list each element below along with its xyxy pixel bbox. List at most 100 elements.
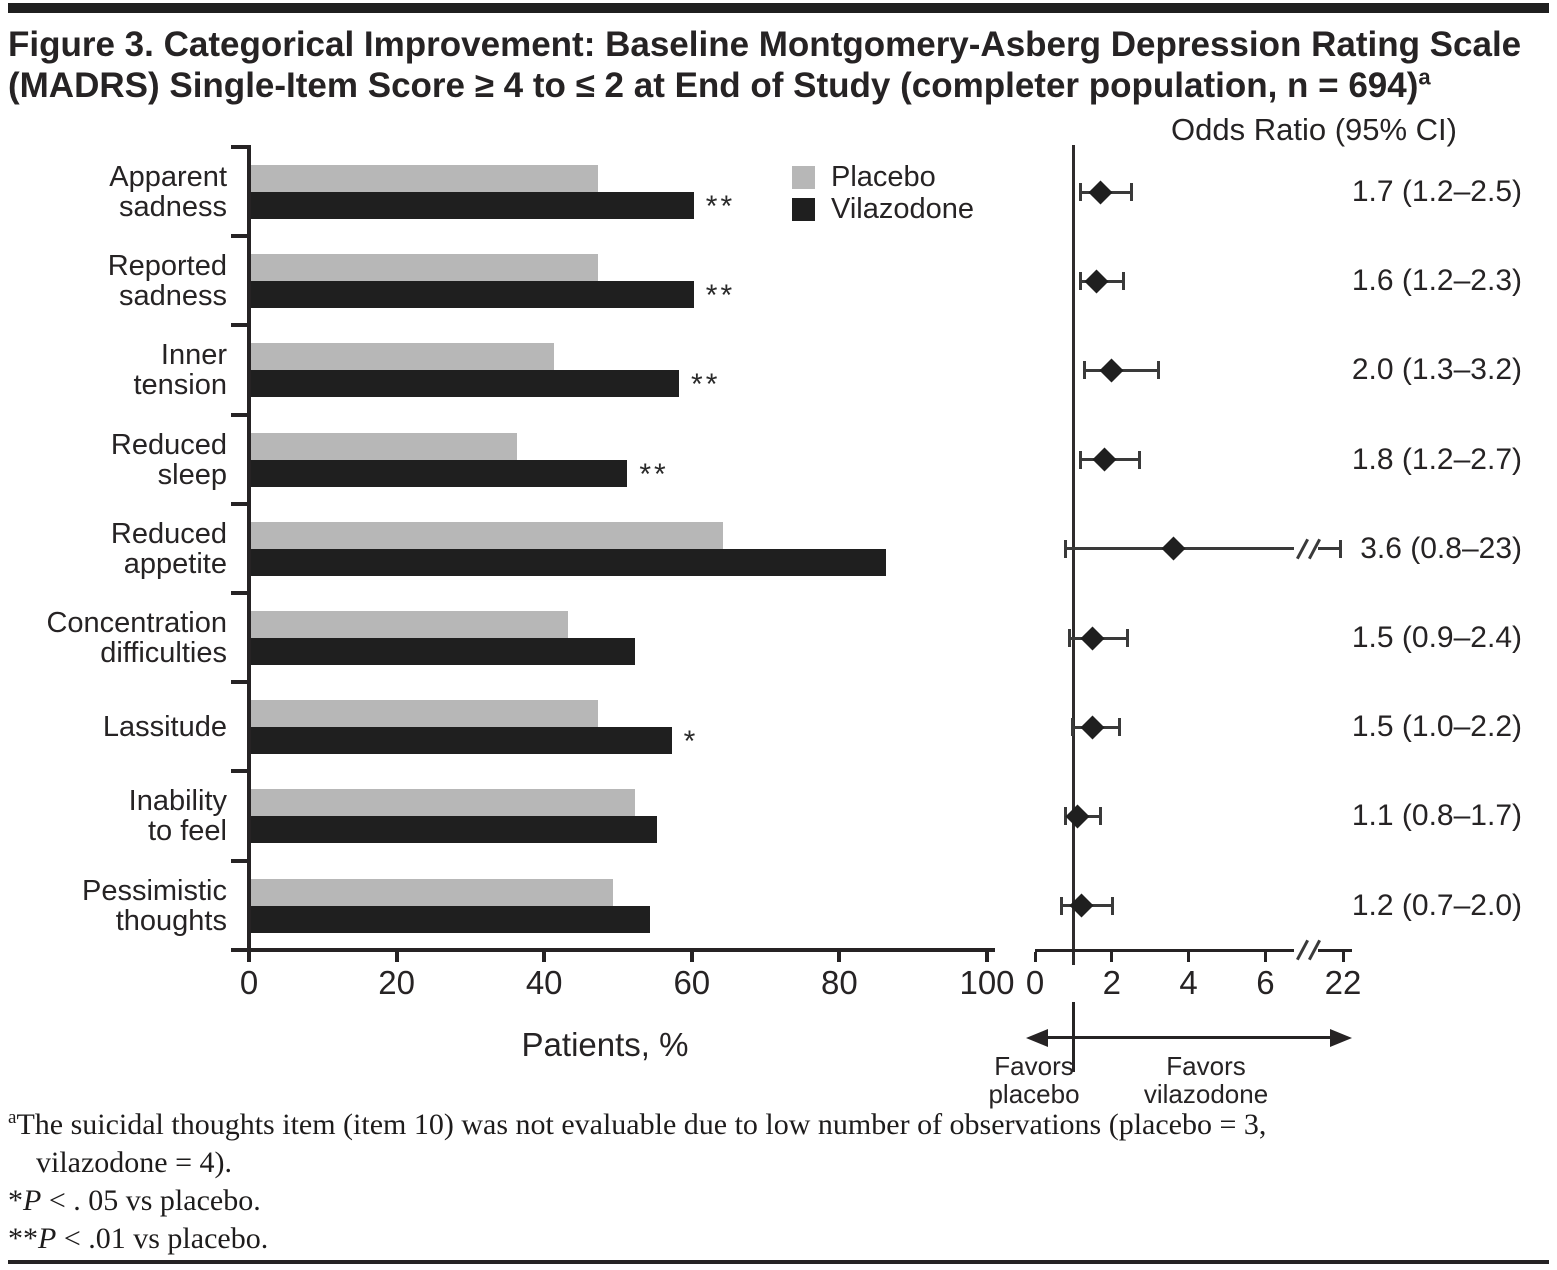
forest-axis-tick-label: 2: [1102, 964, 1121, 1001]
odds-ratio-value: 3.6 (0.8–23): [1360, 531, 1522, 565]
vilazodone-bar: [251, 816, 657, 844]
odds-ratio-value: 2.0 (1.3–3.2): [1351, 353, 1522, 387]
forest-axis-tick: [1110, 952, 1114, 962]
x-axis-tick-label: 20: [378, 964, 415, 1001]
footnote-line1-text: The suicidal thoughts item (item 10) was…: [16, 1108, 1267, 1141]
category-label-line: Reduced: [110, 517, 227, 550]
ci-cap: [1082, 361, 1086, 380]
favors-arrow-head-right: [1330, 1028, 1352, 1047]
footnote-line4-prefix: **: [8, 1222, 38, 1255]
ci-cap: [1339, 539, 1342, 558]
category-label: Inner tension: [0, 340, 227, 400]
footnote-line4-pvalue: P: [38, 1222, 57, 1255]
footnote-line3-text: < . 05 vs placebo.: [41, 1184, 261, 1217]
category-boundary-tick: [231, 858, 247, 863]
ci-cap: [1110, 896, 1114, 915]
odds-ratio-diamond: [1092, 447, 1117, 472]
category-label: Lassitude: [0, 712, 227, 742]
odds-ratio-diamond: [1161, 536, 1186, 561]
x-axis-tick: [542, 952, 547, 962]
ci-cap: [1099, 807, 1103, 826]
category-label-line: sadness: [118, 191, 227, 223]
category-boundary-tick: [231, 234, 247, 239]
significance-marker: **: [691, 368, 721, 402]
footnote-line4: **P < .01 vs placebo.: [8, 1220, 1538, 1258]
odds-ratio-header: Odds Ratio (95% CI): [1171, 112, 1457, 147]
category-label: Reduced appetite: [0, 519, 227, 579]
vilazodone-bar: [251, 638, 635, 665]
ci-cap: [1156, 361, 1160, 380]
odds-ratio-value: 1.7 (1.2–2.5): [1351, 175, 1522, 208]
ci-break: [1296, 538, 1309, 560]
forest-axis-tick-label: 6: [1256, 964, 1275, 1001]
category-label-line: Reported: [107, 250, 227, 283]
placebo-bar: [251, 521, 724, 549]
category-label-line: sadness: [118, 280, 227, 313]
placebo-bar: [251, 432, 517, 460]
vilazodone-bar: [251, 459, 628, 487]
legend-swatch-vilazodone: [792, 198, 815, 221]
category-boundary-tick: [231, 501, 247, 506]
favors-vilazodone-line1: Favors: [1166, 1051, 1246, 1081]
category-label-line: Inability: [128, 785, 227, 818]
category-label: Concentration difficulties: [0, 608, 227, 668]
favors-vilazodone-line2: vilazodone: [1143, 1079, 1269, 1109]
footnote-line4-text: < .01 vs placebo.: [56, 1222, 269, 1255]
favors-divider-line: [1072, 1002, 1075, 1072]
x-axis-tick-label: 60: [673, 964, 711, 1001]
legend-label-vilazodone: Vilazodone: [831, 193, 974, 225]
category-label: Inability to feel: [0, 786, 227, 846]
vilazodone-bar: [251, 281, 694, 309]
forest-axis-tick: [1263, 952, 1267, 962]
figure-title-line1: Figure 3. Categorical Improvement: Basel…: [8, 25, 1522, 64]
category-label-line: sleep: [157, 458, 227, 491]
favors-placebo-line2: placebo: [988, 1079, 1080, 1109]
category-boundary-tick: [231, 769, 247, 774]
category-label-line: Pessimistic: [81, 874, 227, 907]
vilazodone-bar: [251, 727, 672, 755]
ci-cap: [1067, 629, 1071, 647]
placebo-bar: [251, 343, 554, 371]
significance-marker: **: [705, 190, 736, 223]
category-label-line: Lassitude: [102, 711, 227, 744]
category-label-line: tension: [133, 369, 227, 402]
odds-ratio-diamond: [1099, 358, 1124, 383]
ci-cap: [1071, 718, 1075, 737]
forest-reference-line: [1072, 145, 1075, 965]
legend-label-placebo: Placebo: [831, 161, 936, 193]
x-axis-line: [247, 948, 995, 952]
ci-cap: [1079, 272, 1083, 291]
footnote-line1: aThe suicidal thoughts item (item 10) wa…: [8, 1106, 1538, 1144]
category-label: Apparent sadness: [0, 162, 227, 222]
x-axis-tick: [247, 952, 251, 962]
category-label-line: Concentration: [46, 607, 227, 639]
category-label-line: Apparent: [109, 161, 227, 193]
odds-ratio-diamond: [1080, 625, 1105, 651]
figure-title-line2: (MADRS) Single-Item Score ≥ 4 to ≤ 2 at …: [8, 66, 1419, 105]
ci-line: [1318, 547, 1339, 551]
category-label: Reduced sleep: [0, 430, 227, 490]
figure-title: Figure 3. Categorical Improvement: Basel…: [8, 24, 1523, 106]
footnote-superscript: a: [8, 1107, 17, 1128]
category-boundary-tick: [231, 947, 247, 952]
significance-marker: *: [683, 725, 699, 759]
x-axis-tick: [837, 952, 842, 962]
vilazodone-bar: [251, 370, 680, 398]
category-label-line: Reduced: [110, 428, 227, 461]
ci-cap: [1059, 896, 1063, 915]
placebo-bar: [251, 611, 569, 638]
placebo-bar: [251, 254, 598, 282]
ci-cap: [1079, 450, 1083, 469]
category-label: Reported sadness: [0, 251, 227, 311]
forest-axis-tick-label: 0: [1025, 964, 1045, 1001]
forest-axis-tick: [1187, 952, 1191, 962]
forest-axis-tick: [1341, 952, 1345, 962]
odds-ratio-diamond: [1080, 715, 1105, 740]
vilazodone-bar: [251, 905, 650, 933]
forest-axis-tick: [1033, 952, 1037, 962]
legend-swatch-placebo: [792, 166, 815, 189]
x-axis-tick-label: 100: [959, 964, 1015, 1001]
placebo-bar: [251, 700, 598, 728]
